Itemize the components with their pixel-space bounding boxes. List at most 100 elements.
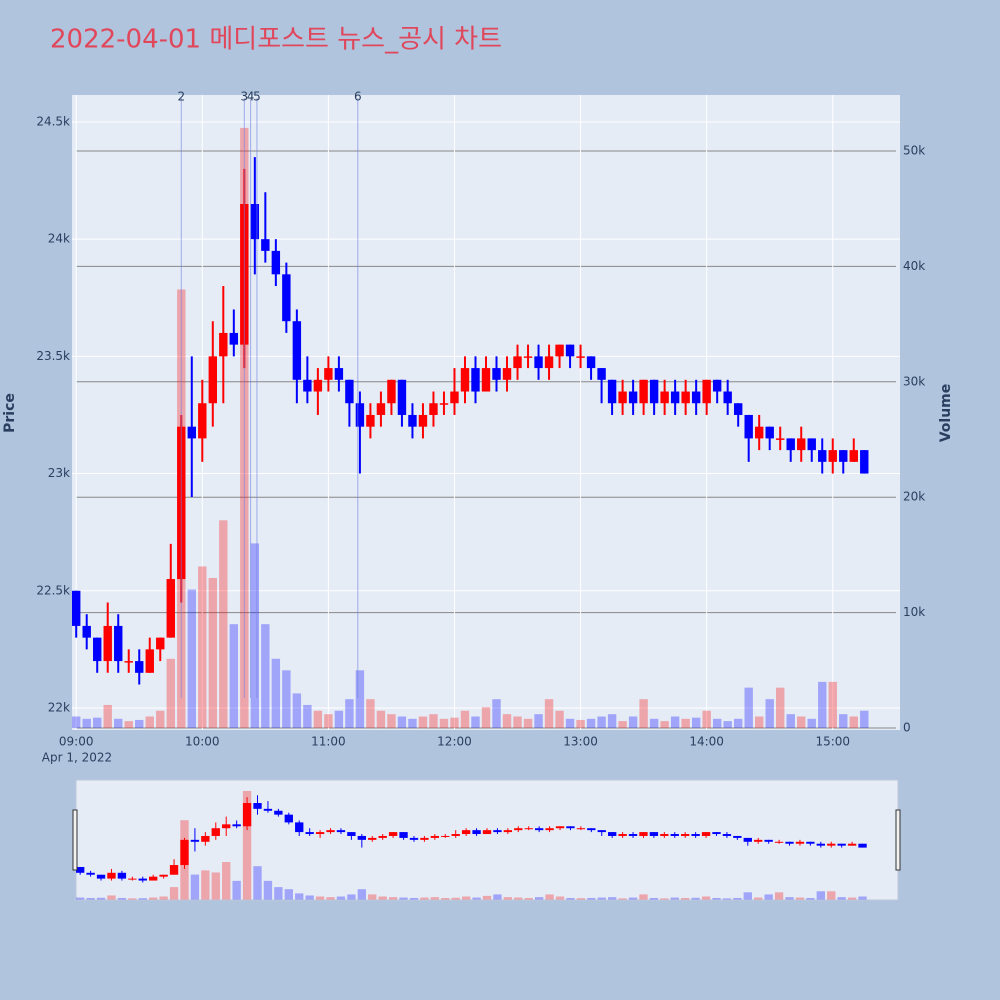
volume-bar — [776, 687, 785, 729]
volume-bar — [660, 721, 669, 729]
range-handle[interactable] — [895, 809, 901, 871]
mini-volume-bar — [847, 897, 857, 900]
candle-body — [492, 368, 501, 380]
mini-candle-body — [712, 832, 721, 835]
candle-body — [135, 661, 144, 673]
volume-bar — [839, 714, 848, 729]
volume-bar — [681, 718, 690, 729]
x-tick-label: 14:00 — [689, 735, 724, 749]
volume-bar — [523, 718, 533, 729]
mini-volume-bar — [639, 894, 648, 900]
mini-candle-body — [754, 839, 763, 842]
x-tick-label: 15:00 — [815, 735, 850, 749]
x-tick-label: 10:00 — [185, 735, 220, 749]
volume-bar — [324, 714, 333, 729]
mini-volume-bar — [159, 896, 168, 900]
candle-body — [408, 414, 417, 427]
volume-bar — [345, 699, 354, 729]
candle-body — [607, 379, 617, 404]
mini-volume-bar — [76, 897, 85, 900]
mini-volume-bar — [545, 894, 554, 900]
volume-bar — [250, 543, 260, 729]
x-tick-label: 12:00 — [437, 735, 472, 749]
volume-bar — [408, 718, 417, 729]
mini-volume-bar — [169, 887, 179, 900]
volume-bar — [797, 716, 806, 729]
range-slider[interactable] — [75, 779, 899, 901]
candle-body — [429, 403, 438, 415]
volume-bar — [261, 624, 270, 729]
mini-candle-body — [357, 835, 366, 840]
mini-volume-bar — [827, 891, 836, 900]
mini-candle-body — [284, 814, 293, 823]
volume-bar — [607, 714, 617, 729]
y-tick-label: 22.5k — [36, 583, 70, 597]
candle-body — [807, 438, 816, 451]
volume-bar — [397, 716, 407, 729]
candle-body — [786, 438, 795, 451]
volume-bar — [639, 699, 648, 729]
volume-bar — [313, 710, 323, 729]
volume-bar — [565, 718, 575, 729]
mini-volume-bar — [138, 898, 147, 900]
mini-candle-body — [138, 878, 147, 881]
mini-candle-body — [681, 834, 690, 836]
mini-candle-body — [420, 837, 429, 840]
volume-bar — [387, 714, 396, 729]
mini-candle-body — [211, 828, 220, 836]
mini-volume-bar — [785, 897, 794, 900]
volume-bar — [376, 710, 386, 729]
mini-volume-bar — [524, 897, 533, 900]
candle-body — [513, 356, 522, 369]
mini-candle-body — [201, 835, 210, 842]
y-tick-label: 24.5k — [36, 114, 70, 128]
candle-body — [82, 625, 91, 638]
volume-bar — [502, 714, 512, 729]
mini-volume-bar — [253, 866, 262, 900]
mini-volume-bar — [242, 790, 252, 900]
y-tick-label: 23.5k — [36, 349, 70, 363]
volume-bar — [691, 717, 701, 729]
y2-tick-label: 10k — [903, 605, 925, 619]
mini-candle-body — [774, 841, 784, 843]
volume-bar — [576, 719, 585, 729]
mini-candle-body — [545, 828, 554, 831]
mini-candle-body — [722, 834, 732, 836]
mini-volume-bar — [190, 874, 200, 900]
x-tick-label: 13:00 — [563, 735, 598, 749]
candle-body — [849, 450, 858, 462]
mini-volume-bar — [441, 897, 450, 900]
volume-bar — [82, 718, 91, 729]
mini-candle-body — [628, 834, 638, 836]
mini-volume-bar — [86, 897, 95, 900]
candle-body — [534, 356, 543, 369]
mini-volume-bar — [284, 889, 293, 900]
mini-volume-bar — [795, 897, 805, 900]
mini-volume-bar — [451, 897, 460, 900]
volume-bar — [187, 589, 196, 729]
volume-bar — [271, 658, 281, 729]
volume-bar — [492, 699, 501, 729]
mini-volume-bar — [806, 897, 815, 900]
mini-candle-body — [232, 824, 241, 827]
candle-body — [765, 426, 774, 439]
mini-candle-body — [117, 872, 127, 879]
volume-bar — [282, 670, 291, 729]
mini-candle-body — [534, 828, 544, 831]
mini-candle-body — [336, 830, 346, 833]
candle-body — [776, 438, 785, 440]
volume-bar — [534, 714, 543, 729]
annotation-label: 6 — [354, 90, 362, 104]
mini-candle-body — [128, 878, 137, 880]
mini-candle-body — [441, 835, 450, 837]
mini-volume-bar — [399, 897, 408, 900]
volume-bar — [702, 710, 711, 729]
mini-candle-body — [503, 830, 513, 833]
candle-body — [597, 368, 606, 380]
candle-body — [502, 368, 512, 380]
mini-candle-body — [847, 843, 857, 846]
candle-body — [481, 368, 491, 392]
mini-volume-bar — [555, 896, 565, 900]
mini-candle-body — [326, 830, 335, 833]
range-handle[interactable] — [72, 809, 78, 871]
